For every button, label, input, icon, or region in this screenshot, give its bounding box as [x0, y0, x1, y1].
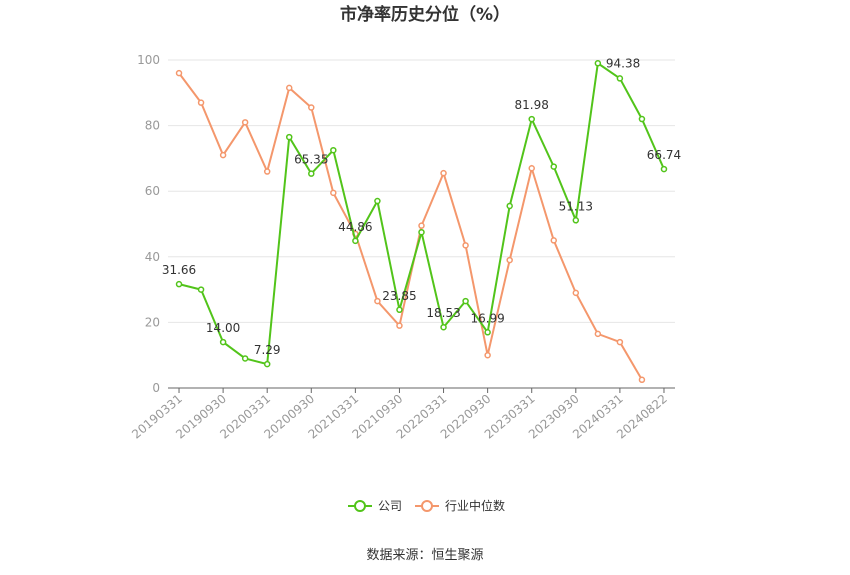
data-point[interactable]	[572, 217, 580, 224]
data-label: 7.29	[254, 343, 281, 357]
data-point[interactable]	[241, 355, 249, 362]
data-point[interactable]	[550, 163, 558, 170]
y-tick-label: 100	[137, 53, 160, 67]
data-point[interactable]	[396, 306, 403, 314]
data-label: 94.38	[606, 56, 640, 70]
data-point[interactable]	[638, 115, 646, 123]
data-point[interactable]	[374, 297, 381, 305]
data-point[interactable]	[528, 164, 535, 172]
data-point[interactable]	[572, 289, 580, 297]
data-label: 66.74	[647, 148, 681, 162]
y-tick-label: 60	[145, 184, 160, 198]
y-tick-label: 20	[145, 315, 160, 329]
data-point[interactable]	[462, 242, 469, 249]
data-point[interactable]	[197, 99, 205, 106]
data-point[interactable]	[484, 351, 491, 359]
y-tick-label: 40	[145, 250, 160, 264]
data-label: 23.85	[382, 289, 416, 303]
data-point[interactable]	[285, 133, 293, 141]
data-label: 81.98	[515, 98, 549, 112]
data-label: 14.00	[206, 321, 240, 335]
legend[interactable]: 公司 行业中位数	[348, 498, 505, 513]
data-point[interactable]	[241, 119, 249, 126]
data-point[interactable]	[484, 329, 491, 336]
legend-marker-1	[421, 500, 433, 512]
data-point[interactable]	[638, 376, 646, 384]
data-point[interactable]	[263, 168, 271, 175]
data-point[interactable]	[594, 330, 602, 338]
data-point[interactable]	[396, 322, 403, 329]
data-point[interactable]	[308, 170, 315, 177]
legend-label-1[interactable]: 行业中位数	[445, 498, 505, 513]
data-point[interactable]	[197, 286, 205, 293]
data-label: 51.13	[559, 199, 593, 213]
data-point[interactable]	[506, 256, 513, 264]
data-label: 44.86	[338, 220, 372, 234]
y-tick-label: 0	[152, 381, 160, 395]
data-point[interactable]	[616, 338, 624, 346]
data-point[interactable]	[219, 151, 227, 159]
data-point[interactable]	[594, 60, 602, 67]
data-point[interactable]	[660, 165, 668, 173]
series-group	[175, 60, 668, 384]
data-label: 16.99	[470, 311, 504, 325]
legend-marker-0	[354, 500, 366, 512]
series-line-0	[178, 61, 665, 366]
data-point[interactable]	[616, 75, 624, 82]
data-label: 18.53	[426, 306, 460, 320]
data-point[interactable]	[175, 280, 183, 288]
y-tick-label: 80	[145, 119, 160, 133]
data-point[interactable]	[263, 360, 271, 368]
grid-lines	[168, 59, 675, 323]
data-source: 数据来源：恒生聚源	[366, 548, 483, 563]
data-label: 65.35	[294, 153, 328, 167]
data-point[interactable]	[175, 69, 183, 77]
data-point[interactable]	[418, 228, 425, 236]
data-point[interactable]	[550, 237, 558, 244]
data-point[interactable]	[528, 115, 535, 123]
legend-label-0[interactable]: 公司	[378, 499, 402, 513]
series-line-1	[178, 72, 643, 381]
data-point[interactable]	[418, 222, 425, 229]
data-point[interactable]	[374, 197, 381, 205]
data-point[interactable]	[330, 189, 337, 197]
data-label: 31.66	[162, 263, 196, 277]
data-labels: 31.66 14.00 7.29 65.35 44.86 23.85 18.53 16.99 8…	[162, 56, 681, 357]
data-point[interactable]	[506, 202, 513, 210]
data-point[interactable]	[440, 323, 447, 331]
data-point[interactable]	[352, 237, 359, 245]
chart-title: 市净率历史分位（%）	[340, 4, 510, 25]
data-point[interactable]	[308, 104, 315, 111]
data-point[interactable]	[330, 146, 337, 154]
data-point[interactable]	[285, 84, 293, 92]
y-axis-ticks: 0 20 40 60 80 100	[137, 53, 160, 395]
data-point[interactable]	[462, 297, 469, 305]
x-axis: 2019033120190930202003312020093020210331…	[129, 387, 675, 442]
data-point[interactable]	[440, 169, 447, 177]
data-point[interactable]	[219, 338, 227, 346]
